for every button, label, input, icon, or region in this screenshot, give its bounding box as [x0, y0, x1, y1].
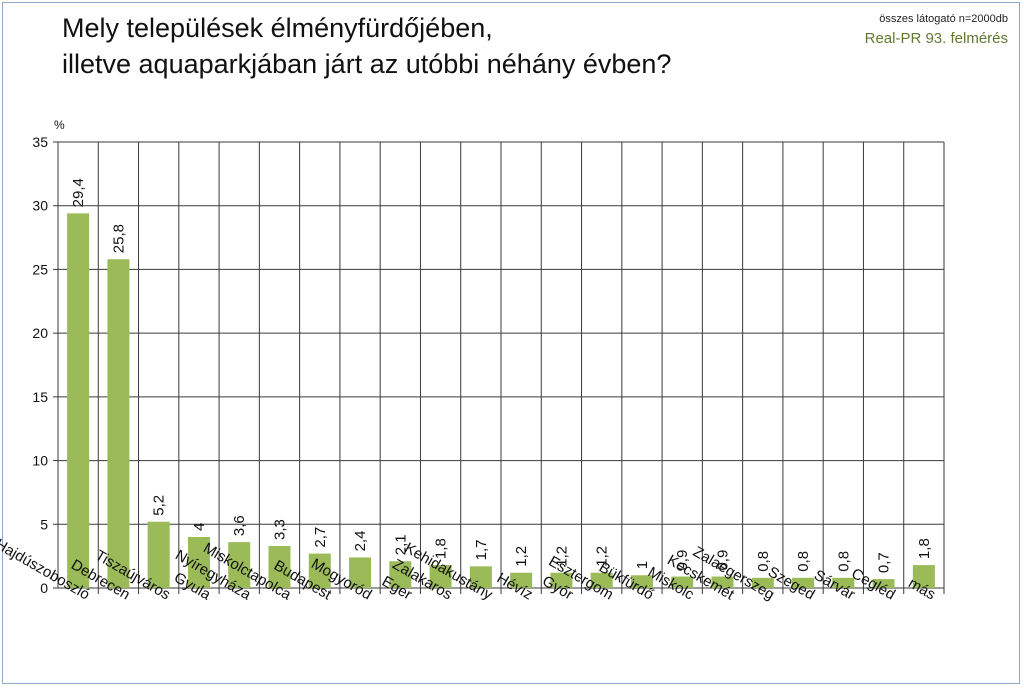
bar: [832, 577, 855, 588]
bar: [67, 213, 90, 589]
bar-value-label: 2,1: [392, 534, 409, 555]
y-tick-label: 15: [32, 389, 48, 405]
bar-value-label: 3,3: [272, 519, 289, 540]
bar-value-label: 29,4: [70, 178, 87, 207]
bar: [187, 537, 210, 588]
bar: [429, 565, 452, 588]
bar-value-label: 1,7: [473, 539, 490, 560]
bar-value-label: 0,7: [876, 552, 893, 573]
bar-value-label: 1: [634, 561, 651, 569]
bar-value-label: 0,9: [674, 550, 691, 571]
bar-value-label: 0,8: [795, 551, 812, 572]
bar: [107, 259, 130, 588]
chart-title-line-1: Mely települések élményfürdőjében,: [62, 13, 493, 43]
bar: [268, 545, 291, 588]
bar: [751, 577, 774, 588]
bar: [308, 553, 331, 588]
bar-value-label: 1,8: [916, 538, 933, 559]
chart-title: Mely települések élményfürdőjében, illet…: [62, 10, 671, 82]
bar: [872, 579, 895, 588]
bar: [590, 572, 613, 588]
sample-size-note: összes látogató n=2000db: [879, 13, 1008, 25]
bar: [228, 542, 251, 588]
bar: [510, 572, 533, 588]
y-tick-label: 5: [40, 516, 48, 532]
source-name: Real-PR 93. felmérés: [864, 30, 1008, 47]
bar: [349, 557, 372, 588]
bar-value-label: 0,8: [835, 551, 852, 572]
y-tick-label: 0: [40, 580, 48, 596]
bar: [912, 565, 935, 588]
bar: [550, 572, 573, 588]
y-tick-label: 35: [32, 134, 48, 150]
y-tick-label: 10: [32, 453, 48, 469]
y-tick-label: 20: [32, 325, 48, 341]
chart-title-line-2: illetve aquaparkjában járt az utóbbi néh…: [62, 49, 672, 79]
bar: [792, 577, 815, 588]
bar-value-label: 1,2: [594, 546, 611, 567]
bar-value-label: 4: [191, 523, 208, 531]
bar: [147, 521, 170, 588]
y-axis-unit-label: %: [54, 118, 65, 132]
bar-value-label: 0,9: [715, 550, 732, 571]
bar-value-label: 5,2: [151, 495, 168, 516]
bar-value-label: 25,8: [110, 224, 127, 253]
bar: [389, 561, 412, 588]
y-tick-label: 30: [32, 198, 48, 214]
bar-value-label: 1,8: [433, 538, 450, 559]
bar-value-label: 0,8: [755, 551, 772, 572]
bar: [469, 566, 492, 588]
bar: [671, 576, 694, 588]
bar-value-label: 3,6: [231, 515, 248, 536]
bar: [711, 576, 734, 588]
bar-value-label: 2,4: [352, 531, 369, 552]
y-tick-label: 25: [32, 261, 48, 277]
bar: [630, 575, 653, 588]
bar-value-label: 1,2: [513, 546, 530, 567]
bar-value-label: 2,7: [312, 527, 329, 548]
bar-value-label: 1,2: [553, 546, 570, 567]
